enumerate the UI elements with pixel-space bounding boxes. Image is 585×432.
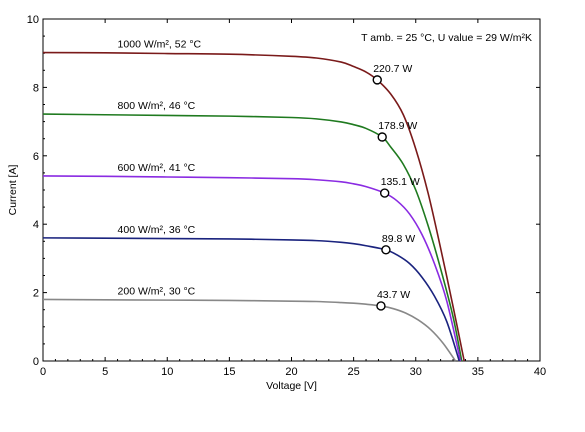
series-line-4	[42, 298, 457, 362]
series-label-1: 800 W/m², 46 °C	[118, 100, 196, 112]
series-group	[42, 51, 465, 362]
x-tick-label: 5	[102, 366, 108, 378]
labels-group: 1000 W/m², 52 °C 220.7 W 800 W/m², 46 °C 17…	[118, 39, 420, 311]
y-tick-label: 2	[33, 288, 39, 300]
x-tick-label: 25	[348, 366, 360, 378]
mpp-label-0: 220.7 W	[373, 63, 412, 75]
y-tick-label: 4	[33, 219, 39, 231]
series-label-2: 600 W/m², 41 °C	[118, 162, 196, 174]
x-tick-label: 20	[285, 366, 297, 378]
conditions-label: T amb. = 25 °C, U value = 29 W/m²K	[361, 32, 532, 44]
mpp-marker-2	[379, 188, 390, 198]
series-line-2	[42, 175, 462, 362]
series-line-1	[42, 113, 463, 362]
y-axis-title: Current [A]	[7, 165, 19, 216]
x-tick-label: 10	[161, 366, 173, 378]
series-label-0: 1000 W/m², 52 °C	[118, 39, 202, 51]
mpp-marker-1	[377, 132, 387, 142]
series-line-0	[42, 51, 465, 362]
mpp-marker-0	[372, 75, 382, 85]
x-tick-label: 30	[410, 366, 422, 378]
series-line-3	[42, 237, 461, 362]
x-tick-label: 15	[223, 366, 235, 378]
y-tick-label: 8	[33, 82, 39, 94]
x-tick-label: 40	[534, 366, 546, 378]
y-tick-label: 10	[27, 14, 39, 26]
series-label-4: 200 W/m², 30 °C	[118, 285, 196, 297]
y-tick-label: 0	[33, 356, 39, 368]
axes-group: 0 5 10 15 20 25 30 35 40 0 2 4 6 8 10	[27, 14, 546, 378]
mpp-marker-4	[376, 301, 386, 311]
mpp-label-1: 178.9 W	[378, 120, 417, 132]
mpp-marker-3	[381, 245, 391, 255]
x-tick-label: 35	[472, 366, 484, 378]
series-label-3: 400 W/m², 36 °C	[118, 224, 196, 236]
mpp-label-4: 43.7 W	[377, 289, 410, 301]
y-tick-label: 6	[33, 151, 39, 163]
x-tick-label: 0	[40, 366, 46, 378]
mpp-label-3: 89.8 W	[382, 233, 415, 245]
x-axis-title: Voltage [V]	[266, 380, 317, 392]
mpp-label-2: 135.1 W	[381, 176, 420, 188]
plot-frame	[42, 18, 541, 362]
